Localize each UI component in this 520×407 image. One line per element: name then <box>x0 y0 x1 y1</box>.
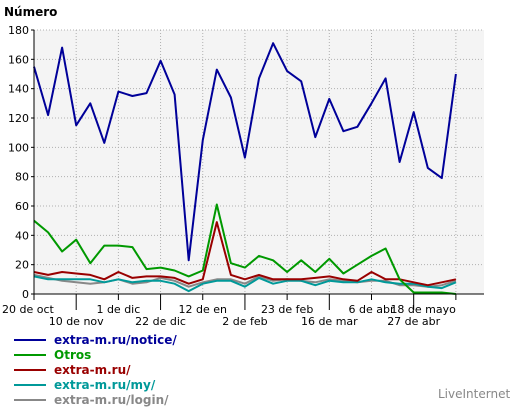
y-tick-label: 100 <box>8 141 29 154</box>
series-lines <box>33 42 457 295</box>
y-axis-ticks: 0 20 40 60 80 100 120 140 160 180 <box>8 24 34 301</box>
series-line-extra-m-ru-notice <box>33 42 457 262</box>
legend-item: extra-m.ru/notice/ <box>14 332 177 347</box>
y-tick-label: 60 <box>15 200 29 213</box>
y-tick-label: 120 <box>8 112 29 125</box>
series-line-extra-m-ru <box>33 221 457 287</box>
legend-swatch <box>14 398 46 401</box>
x-tick-label: 2 de feb <box>222 315 267 328</box>
legend: extra-m.ru/notice/Otros extra-m.ru/extra-… <box>14 332 177 407</box>
legend-label: extra-m.ru/my/ <box>54 377 156 392</box>
y-tick-label: 140 <box>8 83 29 96</box>
x-tick-label: 20 de oct <box>2 303 55 316</box>
legend-label: extra-m.ru/login/ <box>54 392 169 407</box>
x-tick-label: 10 de nov <box>49 315 104 328</box>
legend-swatch <box>14 383 46 386</box>
legend-item: extra-m.ru/login/ <box>14 392 177 407</box>
x-tick-label: 22 de dic <box>135 315 186 328</box>
legend-swatch <box>14 338 46 341</box>
legend-item: extra-m.ru/my/ <box>14 377 177 392</box>
x-tick-label: 16 de mar <box>301 315 358 328</box>
legend-item: Otros <box>14 347 177 362</box>
y-tick-label: 80 <box>15 171 29 184</box>
y-tick-label: 0 <box>22 288 29 301</box>
x-tick-label: 27 de abr <box>387 315 440 328</box>
legend-swatch <box>14 368 46 371</box>
y-tick-label: 40 <box>15 229 29 242</box>
y-axis-label: Número <box>4 5 57 19</box>
y-tick-label: 160 <box>8 53 29 66</box>
series-line-otros <box>33 203 457 295</box>
plot-area <box>34 30 484 294</box>
legend-label: extra-m.ru/notice/ <box>54 332 177 347</box>
legend-label: extra-m.ru/ <box>54 362 131 377</box>
x-tick-label: 23 de feb <box>261 303 313 316</box>
x-tick-label: 18 de mayo <box>390 303 456 316</box>
x-tick-label: 12 de en <box>179 303 228 316</box>
legend-swatch <box>14 353 46 356</box>
x-tick-label: 6 de abr <box>349 303 395 316</box>
y-tick-label: 180 <box>8 24 29 37</box>
x-tick-label: 1 de dic <box>96 303 140 316</box>
brand-label: LiveInternet <box>438 387 511 401</box>
legend-item: extra-m.ru/ <box>14 362 177 377</box>
series-line-extra-m-ru-my <box>33 275 457 293</box>
y-tick-label: 20 <box>15 259 29 272</box>
legend-label: Otros <box>54 347 92 362</box>
